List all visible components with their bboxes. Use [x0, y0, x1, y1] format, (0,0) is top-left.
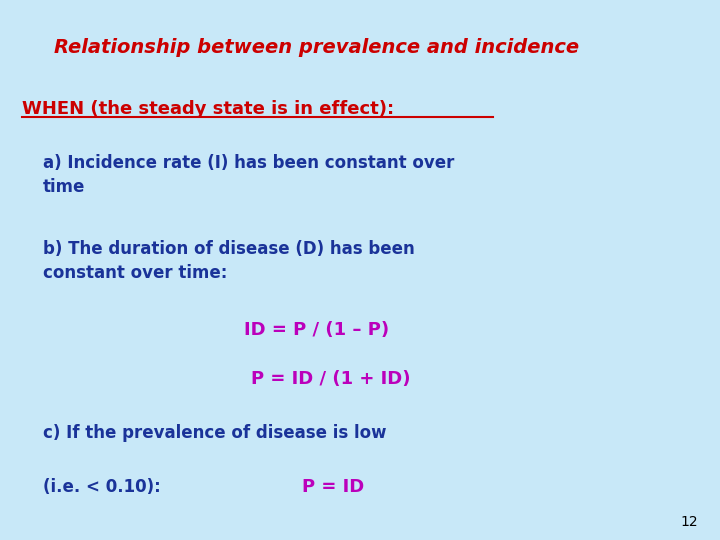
- Text: P = ID / (1 + ID): P = ID / (1 + ID): [251, 370, 411, 388]
- Text: b) The duration of disease (D) has been
constant over time:: b) The duration of disease (D) has been …: [43, 240, 415, 282]
- Text: 12: 12: [681, 515, 698, 529]
- Text: a) Incidence rate (I) has been constant over
time: a) Incidence rate (I) has been constant …: [43, 154, 454, 195]
- Text: (i.e. < 0.10):: (i.e. < 0.10):: [43, 478, 161, 496]
- Text: Relationship between prevalence and incidence: Relationship between prevalence and inci…: [54, 38, 579, 57]
- Text: WHEN (the steady state is in effect):: WHEN (the steady state is in effect):: [22, 100, 394, 118]
- Text: c) If the prevalence of disease is low: c) If the prevalence of disease is low: [43, 424, 387, 442]
- Text: P = ID: P = ID: [302, 478, 364, 496]
- Text: ID = P / (1 – P): ID = P / (1 – P): [244, 321, 390, 339]
